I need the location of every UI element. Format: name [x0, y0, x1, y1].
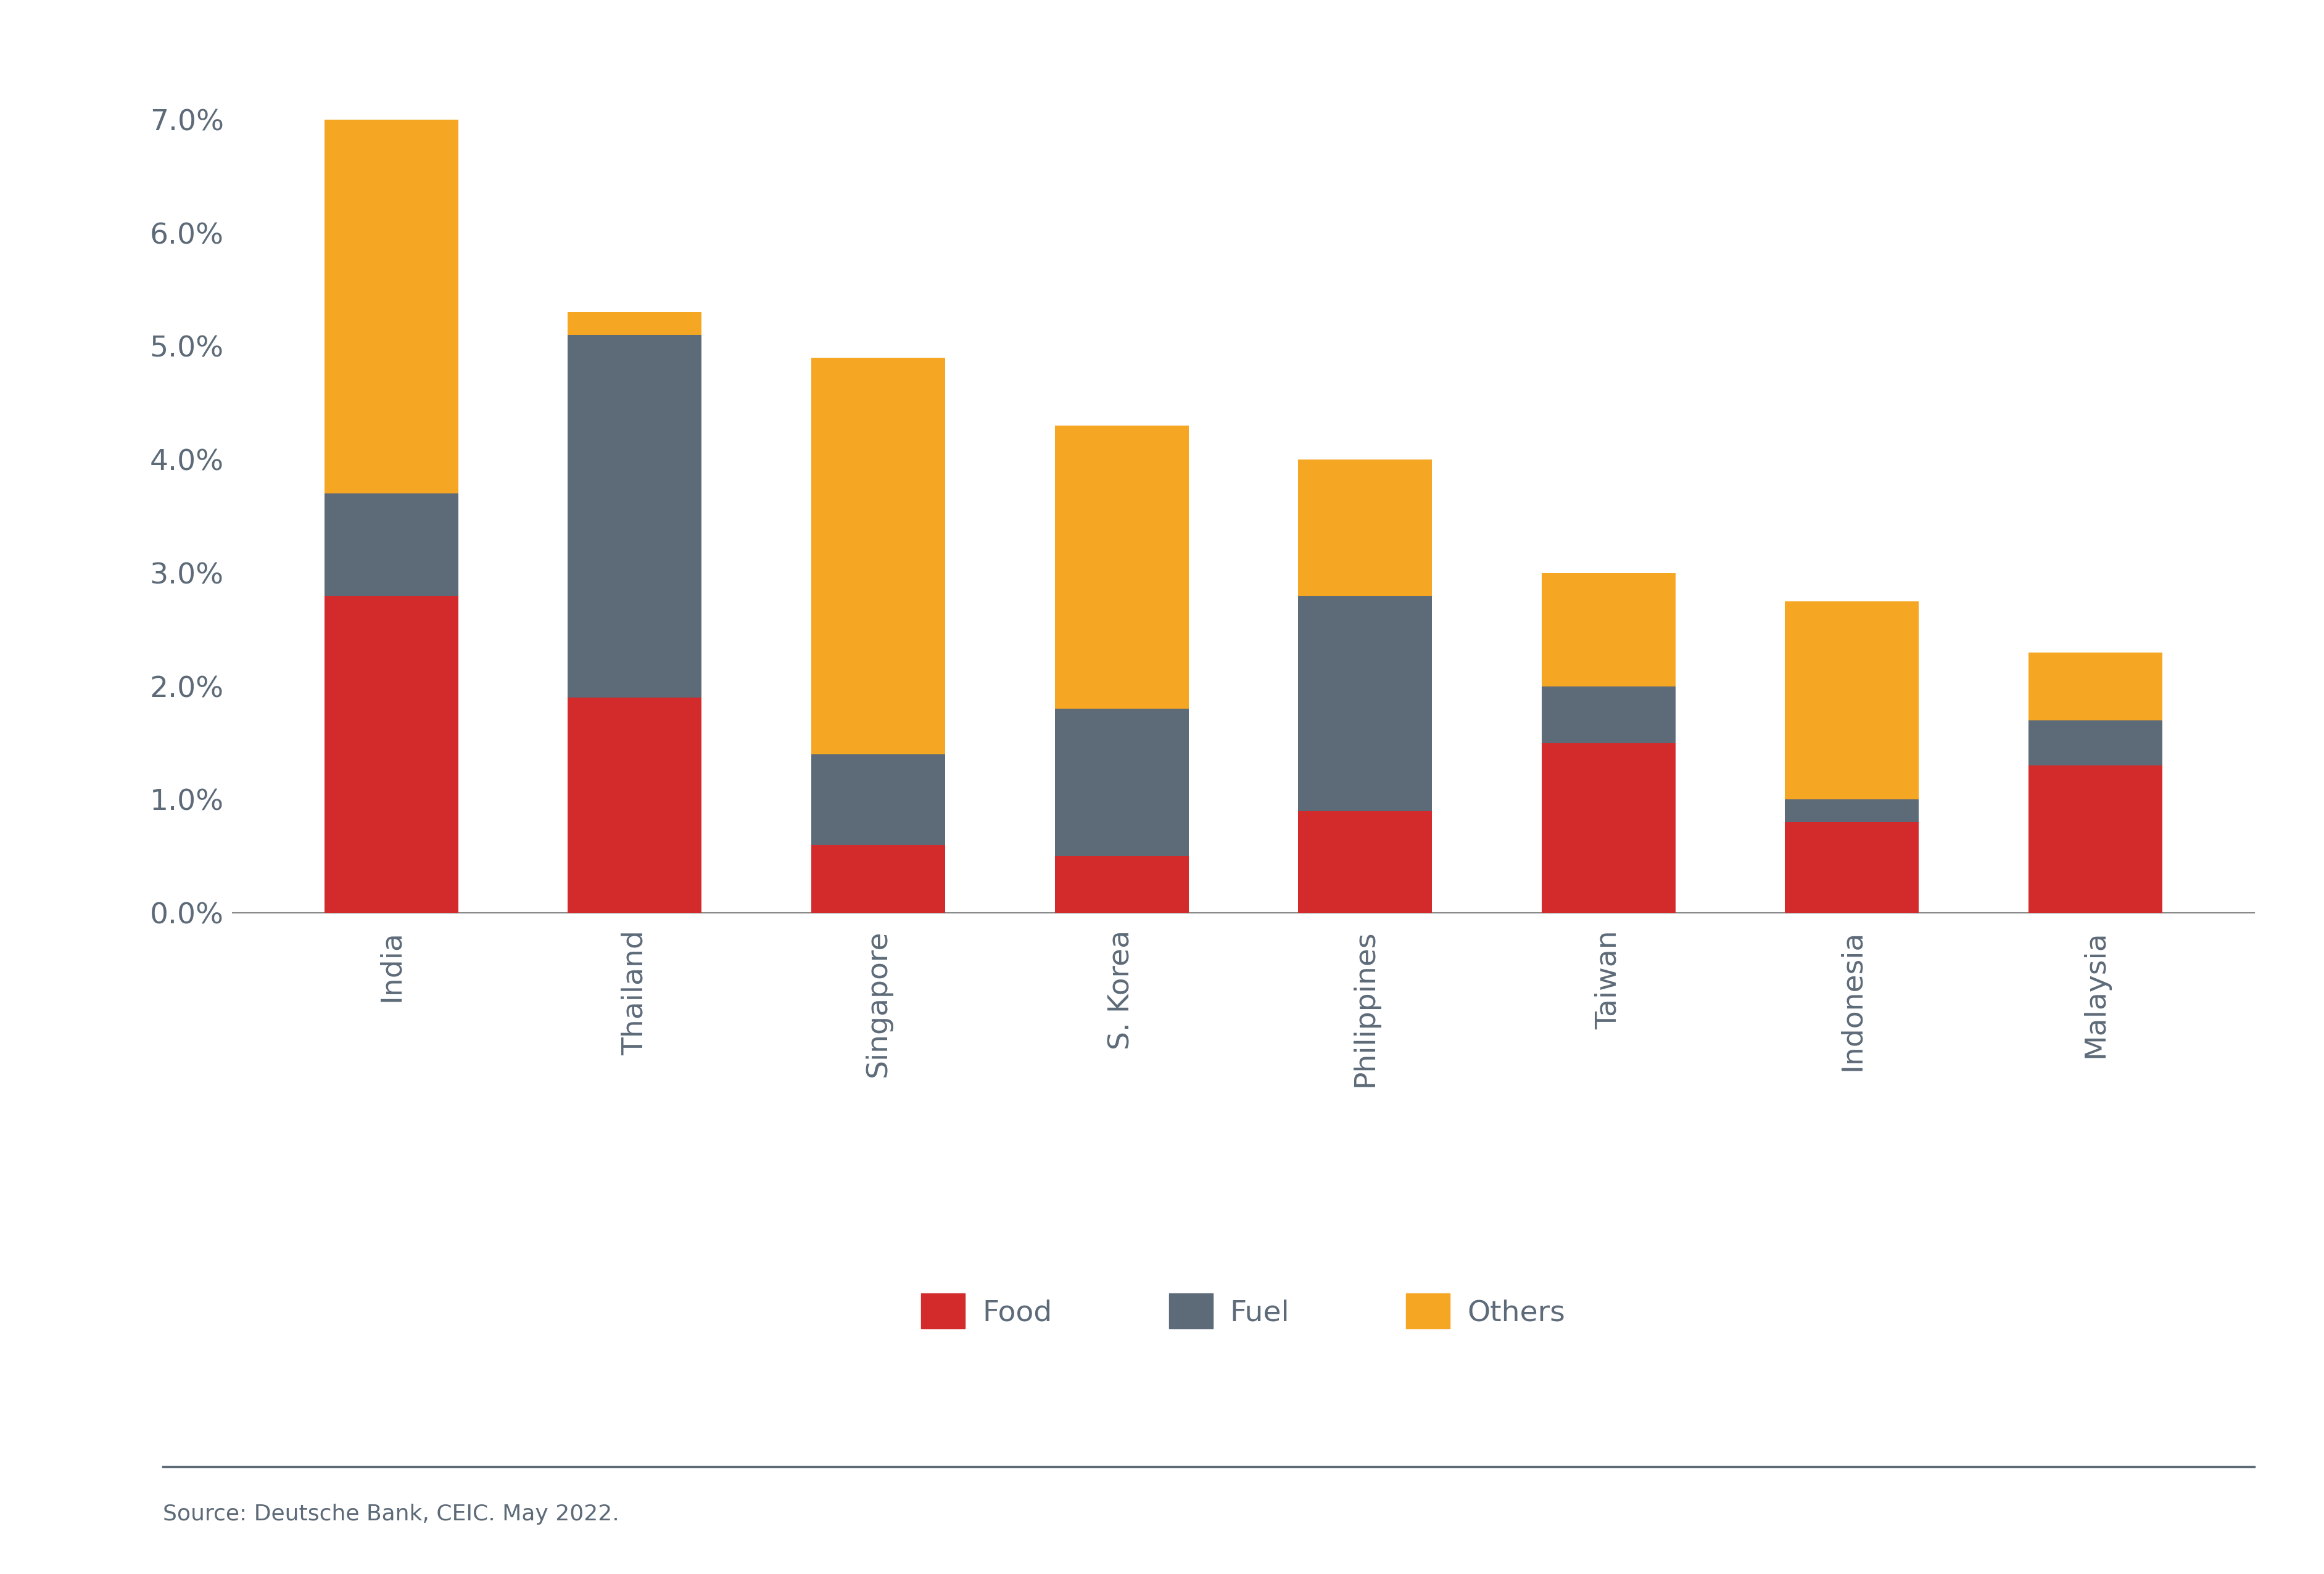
Bar — [1541, 573, 1676, 686]
Bar — [811, 845, 946, 913]
Bar — [1541, 686, 1676, 743]
Bar — [811, 754, 946, 845]
Bar — [567, 312, 702, 335]
Bar — [567, 335, 702, 697]
Bar — [2029, 652, 2161, 721]
Bar — [1055, 708, 1188, 856]
Bar — [325, 595, 458, 913]
Bar — [325, 120, 458, 494]
Bar — [1785, 601, 1920, 800]
Bar — [1541, 743, 1676, 913]
Bar — [567, 697, 702, 913]
Legend: Food, Fuel, Others: Food, Fuel, Others — [909, 1281, 1578, 1341]
Bar — [2029, 765, 2161, 913]
Bar — [1055, 856, 1188, 913]
Bar — [1299, 460, 1432, 595]
Bar — [2029, 721, 2161, 765]
Bar — [1055, 425, 1188, 708]
Bar — [1785, 822, 1920, 913]
Bar — [1299, 811, 1432, 913]
Text: Source: Deutsche Bank, CEIC. May 2022.: Source: Deutsche Bank, CEIC. May 2022. — [163, 1503, 618, 1525]
Bar — [325, 494, 458, 595]
Bar — [1299, 595, 1432, 811]
Bar — [1785, 800, 1920, 822]
Bar — [811, 357, 946, 754]
